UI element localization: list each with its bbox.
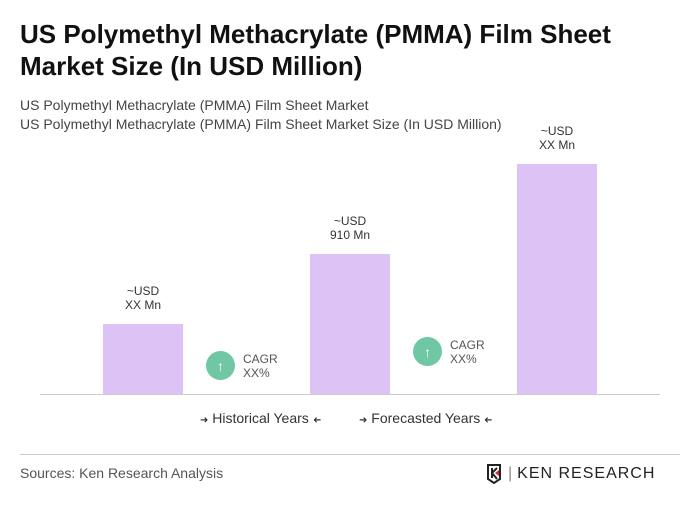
cagr-label: CAGR — [450, 337, 485, 352]
data-label-line: ~USD — [126, 284, 160, 298]
footer-divider — [20, 454, 680, 455]
data-label-line: ~USD — [333, 214, 367, 228]
data-label-3: ~USD XX Mn — [497, 124, 617, 152]
cagr-label: CAGR — [243, 351, 278, 366]
x-axis — [40, 394, 660, 395]
cagr-value: XX% — [243, 365, 270, 380]
data-label-2: ~USD 910 Mn — [290, 214, 410, 242]
arrow-up-icon: ↑ — [206, 351, 235, 380]
cagr-value: XX% — [450, 351, 477, 366]
data-label-line: XX Mn — [124, 298, 161, 312]
ken-logo-icon — [487, 464, 501, 484]
bar-2 — [310, 254, 390, 394]
data-label-1: ~USD XX Mn — [83, 284, 203, 312]
data-label-line: 910 Mn — [329, 228, 371, 242]
page-title: US Polymethyl Methacrylate (PMMA) Film S… — [20, 19, 611, 81]
arrow-left-icon: ➜ — [312, 415, 322, 426]
arrow-right-icon: ➜ — [359, 415, 368, 426]
cagr-1: ↑ CAGR XX% — [206, 351, 278, 380]
legend-label: Historical Years — [212, 410, 309, 426]
data-label-line: XX Mn — [538, 138, 575, 152]
legend-forecasted: ➜ Forecasted Years ➜ — [359, 410, 493, 426]
arrow-up-icon: ↑ — [413, 337, 442, 366]
legend-label: Forecasted Years — [371, 410, 481, 426]
logo-text: KEN RESEARCH — [517, 465, 656, 482]
bar-1 — [103, 324, 183, 394]
subtitle-2: US Polymethyl Methacrylate (PMMA) Film S… — [20, 116, 502, 132]
bar-3 — [517, 164, 597, 394]
ken-research-logo: | KEN RESEARCH — [486, 464, 655, 484]
subtitle: US Polymethyl Methacrylate (PMMA) Film S… — [20, 97, 369, 113]
arrow-left-icon: ➜ — [484, 415, 493, 426]
cagr-2: ↑ CAGR XX% — [413, 337, 485, 366]
sources: Sources: Ken Research Analysis — [20, 465, 224, 481]
legend-historical: ➜ Historical Years ➜ — [200, 410, 321, 426]
arrow-right-icon: ➜ — [200, 415, 209, 426]
data-label-line: ~USD — [540, 124, 574, 138]
